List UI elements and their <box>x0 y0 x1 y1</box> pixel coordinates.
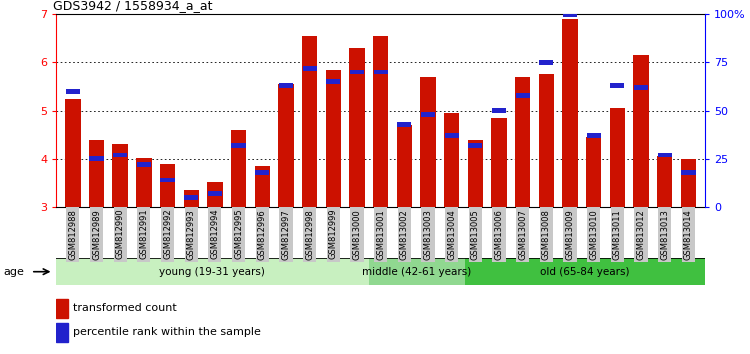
Bar <box>232 143 246 148</box>
Bar <box>538 74 554 207</box>
Bar <box>160 178 175 183</box>
Bar <box>113 153 128 158</box>
Bar <box>66 89 80 94</box>
Bar <box>350 70 364 74</box>
Bar <box>184 190 199 207</box>
Bar <box>368 258 465 285</box>
Bar <box>658 153 672 158</box>
Bar <box>610 83 625 88</box>
Bar <box>421 112 435 117</box>
Text: GSM813010: GSM813010 <box>590 209 598 259</box>
Text: transformed count: transformed count <box>74 303 177 314</box>
Bar <box>56 299 68 318</box>
Text: GSM812990: GSM812990 <box>116 209 124 259</box>
Bar <box>539 60 554 65</box>
Bar <box>56 323 68 342</box>
Text: GSM813011: GSM813011 <box>613 209 622 259</box>
Text: GSM813012: GSM813012 <box>637 209 646 259</box>
Bar <box>326 70 341 207</box>
Text: GSM812996: GSM812996 <box>258 209 267 259</box>
Bar <box>491 118 507 207</box>
Text: GSM812993: GSM812993 <box>187 209 196 259</box>
Text: GSM813006: GSM813006 <box>494 209 503 260</box>
Text: GSM813003: GSM813003 <box>424 209 433 260</box>
Bar <box>254 166 270 207</box>
Bar <box>444 113 459 207</box>
Text: GSM813008: GSM813008 <box>542 209 550 260</box>
Bar <box>88 139 104 207</box>
Bar <box>398 122 412 126</box>
Bar <box>515 77 530 207</box>
Text: GSM812991: GSM812991 <box>140 209 148 259</box>
Bar <box>563 12 577 17</box>
Text: GDS3942 / 1558934_a_at: GDS3942 / 1558934_a_at <box>53 0 212 12</box>
Bar <box>302 66 316 70</box>
Bar <box>136 158 152 207</box>
Bar <box>397 125 412 207</box>
Bar <box>112 144 128 207</box>
Text: GSM813000: GSM813000 <box>352 209 362 259</box>
Bar <box>65 98 80 207</box>
Text: percentile rank within the sample: percentile rank within the sample <box>74 327 261 337</box>
Bar <box>231 130 246 207</box>
Bar <box>586 137 602 207</box>
Bar <box>208 191 222 196</box>
Bar <box>586 133 601 138</box>
Bar <box>373 36 388 207</box>
Bar <box>350 48 364 207</box>
Text: GSM812997: GSM812997 <box>281 209 290 259</box>
Bar <box>465 258 705 285</box>
Text: GSM812995: GSM812995 <box>234 209 243 259</box>
Text: GSM813007: GSM813007 <box>518 209 527 260</box>
Text: GSM813014: GSM813014 <box>684 209 693 259</box>
Bar <box>420 77 436 207</box>
Text: GSM812999: GSM812999 <box>328 209 338 259</box>
Bar <box>515 93 529 98</box>
Text: GSM813002: GSM813002 <box>400 209 409 259</box>
Bar <box>681 159 696 207</box>
Bar <box>302 36 317 207</box>
Bar <box>681 170 695 175</box>
Text: GSM813001: GSM813001 <box>376 209 386 259</box>
Bar <box>207 182 223 207</box>
Text: young (19-31 years): young (19-31 years) <box>160 267 266 277</box>
Text: GSM812994: GSM812994 <box>211 209 220 259</box>
Bar <box>492 108 506 113</box>
Text: age: age <box>3 267 24 277</box>
Bar <box>326 79 340 84</box>
Bar <box>468 139 483 207</box>
Bar <box>374 70 388 74</box>
Bar <box>56 258 368 285</box>
Text: GSM812992: GSM812992 <box>163 209 172 259</box>
Bar <box>634 85 648 90</box>
Text: middle (42-61 years): middle (42-61 years) <box>362 267 471 277</box>
Bar <box>279 83 293 88</box>
Bar <box>136 162 151 167</box>
Bar <box>445 133 459 138</box>
Bar <box>634 55 649 207</box>
Text: GSM813009: GSM813009 <box>566 209 574 259</box>
Bar <box>562 19 578 207</box>
Text: GSM812998: GSM812998 <box>305 209 314 259</box>
Bar <box>657 156 673 207</box>
Text: GSM813013: GSM813013 <box>660 209 669 260</box>
Bar <box>89 156 104 161</box>
Bar <box>468 143 482 148</box>
Text: old (65-84 years): old (65-84 years) <box>540 267 629 277</box>
Bar <box>160 164 176 207</box>
Text: GSM813004: GSM813004 <box>447 209 456 259</box>
Text: GSM812989: GSM812989 <box>92 209 101 259</box>
Text: GSM813005: GSM813005 <box>471 209 480 259</box>
Bar <box>184 195 198 200</box>
Bar <box>255 170 269 175</box>
Text: GSM812988: GSM812988 <box>68 209 77 260</box>
Bar <box>278 84 293 207</box>
Bar <box>610 108 625 207</box>
